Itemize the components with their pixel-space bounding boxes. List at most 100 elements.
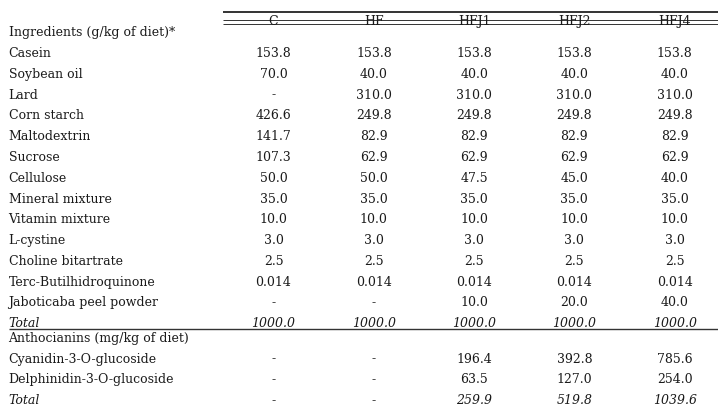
Text: 35.0: 35.0 (460, 192, 488, 205)
Text: 0.014: 0.014 (557, 275, 592, 288)
Text: Choline bitartrate: Choline bitartrate (9, 254, 122, 267)
Text: -: - (272, 393, 275, 406)
Text: 153.8: 153.8 (656, 47, 692, 60)
Text: 310.0: 310.0 (456, 88, 492, 101)
Text: 1039.6: 1039.6 (653, 393, 697, 406)
Text: 107.3: 107.3 (256, 151, 291, 164)
Text: 82.9: 82.9 (460, 130, 488, 143)
Text: Total: Total (9, 393, 40, 406)
Text: 0.014: 0.014 (356, 275, 392, 288)
Text: -: - (372, 393, 376, 406)
Text: 310.0: 310.0 (557, 88, 592, 101)
Text: -: - (372, 296, 376, 309)
Text: -: - (272, 373, 275, 385)
Text: 310.0: 310.0 (356, 88, 392, 101)
Text: 40.0: 40.0 (661, 67, 689, 81)
Text: 426.6: 426.6 (256, 109, 291, 122)
Text: 2.5: 2.5 (364, 254, 384, 267)
Text: 141.7: 141.7 (256, 130, 291, 143)
Text: 82.9: 82.9 (661, 130, 689, 143)
Text: 2.5: 2.5 (464, 254, 484, 267)
Text: Anthocianins (mg/kg of diet): Anthocianins (mg/kg of diet) (9, 331, 189, 344)
Text: 35.0: 35.0 (661, 192, 689, 205)
Text: 249.8: 249.8 (356, 109, 392, 122)
Text: Cellulose: Cellulose (9, 171, 67, 184)
Text: Ingredients (g/kg of diet)*: Ingredients (g/kg of diet)* (9, 26, 175, 39)
Text: 10.0: 10.0 (661, 213, 689, 226)
Text: 50.0: 50.0 (360, 171, 388, 184)
Text: 785.6: 785.6 (657, 352, 692, 365)
Text: Sucrose: Sucrose (9, 151, 59, 164)
Text: 1000.0: 1000.0 (452, 317, 496, 329)
Text: 1000.0: 1000.0 (552, 317, 596, 329)
Text: Jaboticaba peel powder: Jaboticaba peel powder (9, 296, 159, 309)
Text: 45.0: 45.0 (561, 171, 588, 184)
Text: 40.0: 40.0 (661, 296, 689, 309)
Text: 249.8: 249.8 (557, 109, 592, 122)
Text: 0.014: 0.014 (456, 275, 492, 288)
Text: HFJ4: HFJ4 (659, 15, 691, 28)
Text: 3.0: 3.0 (664, 234, 684, 247)
Text: 259.9: 259.9 (456, 393, 492, 406)
Text: 196.4: 196.4 (457, 352, 492, 365)
Text: C: C (269, 15, 278, 28)
Text: 20.0: 20.0 (561, 296, 588, 309)
Text: 127.0: 127.0 (557, 373, 592, 385)
Text: 35.0: 35.0 (360, 192, 388, 205)
Text: 40.0: 40.0 (360, 67, 388, 81)
Text: 10.0: 10.0 (460, 296, 488, 309)
Text: 254.0: 254.0 (657, 373, 692, 385)
Text: 82.9: 82.9 (561, 130, 588, 143)
Text: Soybean oil: Soybean oil (9, 67, 82, 81)
Text: 249.8: 249.8 (657, 109, 692, 122)
Text: 2.5: 2.5 (665, 254, 684, 267)
Text: 10.0: 10.0 (260, 213, 288, 226)
Text: Casein: Casein (9, 47, 52, 60)
Text: 62.9: 62.9 (360, 151, 388, 164)
Text: 249.8: 249.8 (457, 109, 492, 122)
Text: 0.014: 0.014 (656, 275, 692, 288)
Text: 47.5: 47.5 (460, 171, 488, 184)
Text: 40.0: 40.0 (460, 67, 488, 81)
Text: -: - (272, 352, 275, 365)
Text: 3.0: 3.0 (364, 234, 384, 247)
Text: 35.0: 35.0 (260, 192, 288, 205)
Text: 3.0: 3.0 (464, 234, 484, 247)
Text: 62.9: 62.9 (460, 151, 488, 164)
Text: 2.5: 2.5 (264, 254, 283, 267)
Text: 62.9: 62.9 (561, 151, 588, 164)
Text: 153.8: 153.8 (256, 47, 291, 60)
Text: 3.0: 3.0 (564, 234, 585, 247)
Text: 82.9: 82.9 (360, 130, 388, 143)
Text: 0.014: 0.014 (256, 275, 291, 288)
Text: -: - (272, 88, 275, 101)
Text: 153.8: 153.8 (457, 47, 492, 60)
Text: Vitamin mixture: Vitamin mixture (9, 213, 111, 226)
Text: 2.5: 2.5 (564, 254, 584, 267)
Text: Total: Total (9, 317, 40, 329)
Text: -: - (372, 373, 376, 385)
Text: 40.0: 40.0 (661, 171, 689, 184)
Text: Corn starch: Corn starch (9, 109, 83, 122)
Text: Delphinidin-3-O-glucoside: Delphinidin-3-O-glucoside (9, 373, 174, 385)
Text: 519.8: 519.8 (557, 393, 592, 406)
Text: Lard: Lard (9, 88, 38, 101)
Text: HFJ1: HFJ1 (458, 15, 490, 28)
Text: 62.9: 62.9 (661, 151, 689, 164)
Text: 40.0: 40.0 (560, 67, 588, 81)
Text: 1000.0: 1000.0 (352, 317, 396, 329)
Text: -: - (372, 352, 376, 365)
Text: 3.0: 3.0 (264, 234, 283, 247)
Text: 310.0: 310.0 (656, 88, 692, 101)
Text: Terc-Butilhidroquinone: Terc-Butilhidroquinone (9, 275, 155, 288)
Text: 35.0: 35.0 (561, 192, 588, 205)
Text: 1000.0: 1000.0 (653, 317, 697, 329)
Text: 70.0: 70.0 (260, 67, 288, 81)
Text: 153.8: 153.8 (356, 47, 392, 60)
Text: 10.0: 10.0 (560, 213, 588, 226)
Text: 10.0: 10.0 (360, 213, 388, 226)
Text: Mineral mixture: Mineral mixture (9, 192, 111, 205)
Text: 1000.0: 1000.0 (252, 317, 296, 329)
Text: HF: HF (364, 15, 384, 28)
Text: L-cystine: L-cystine (9, 234, 66, 247)
